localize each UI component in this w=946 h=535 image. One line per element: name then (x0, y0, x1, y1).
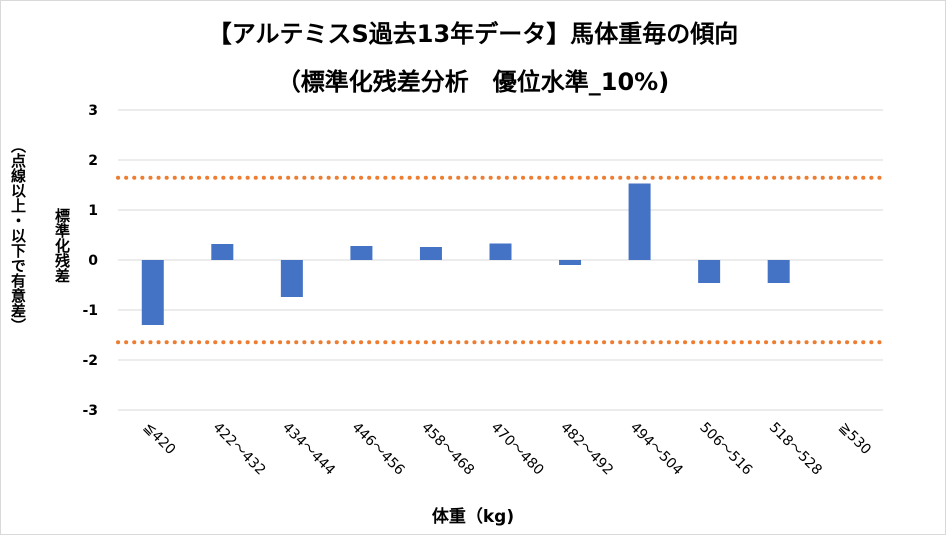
x-tick-label: 434～444 (279, 420, 338, 479)
bar (489, 243, 512, 260)
x-tick-label: 458～468 (418, 420, 477, 479)
bar (767, 260, 790, 283)
x-tick-label: 518～528 (766, 420, 825, 479)
x-tick-label: 446～456 (349, 420, 408, 479)
y-axis-label: 標準化残差 (53, 208, 71, 283)
x-axis-label: 体重（kg) (431, 507, 515, 527)
bar (350, 246, 373, 260)
x-tick-label: 506～516 (696, 420, 755, 479)
y-tick-label: 1 (88, 203, 98, 219)
y-axis-note: （点線以上・以下で有意差） (9, 138, 27, 333)
y-tick-label: -1 (82, 303, 98, 319)
x-tick-label: ≧530 (835, 420, 874, 459)
y-tick-label: -3 (82, 403, 98, 419)
x-tick-label: 470～480 (488, 420, 547, 479)
bar (280, 260, 303, 297)
bar (419, 247, 442, 260)
bar (141, 260, 164, 325)
y-tick-label: 3 (88, 103, 98, 119)
y-tick-label: -2 (82, 353, 98, 369)
bar (698, 260, 721, 283)
bar (628, 183, 651, 260)
chart-subtitle: （標準化残差分析 優位水準_10%) (276, 68, 670, 96)
bar (211, 244, 234, 260)
chart-title: 【アルテミスS過去13年データ】馬体重毎の傾向 (207, 20, 739, 48)
x-tick-label: 482～492 (557, 420, 616, 479)
y-tick-label: 0 (88, 253, 98, 269)
x-tick-label: 422～432 (209, 420, 268, 479)
x-tick-label: ≦420 (140, 420, 179, 459)
x-tick-label: 494～504 (627, 420, 686, 479)
y-tick-label: 2 (88, 153, 98, 169)
bar (559, 260, 582, 265)
